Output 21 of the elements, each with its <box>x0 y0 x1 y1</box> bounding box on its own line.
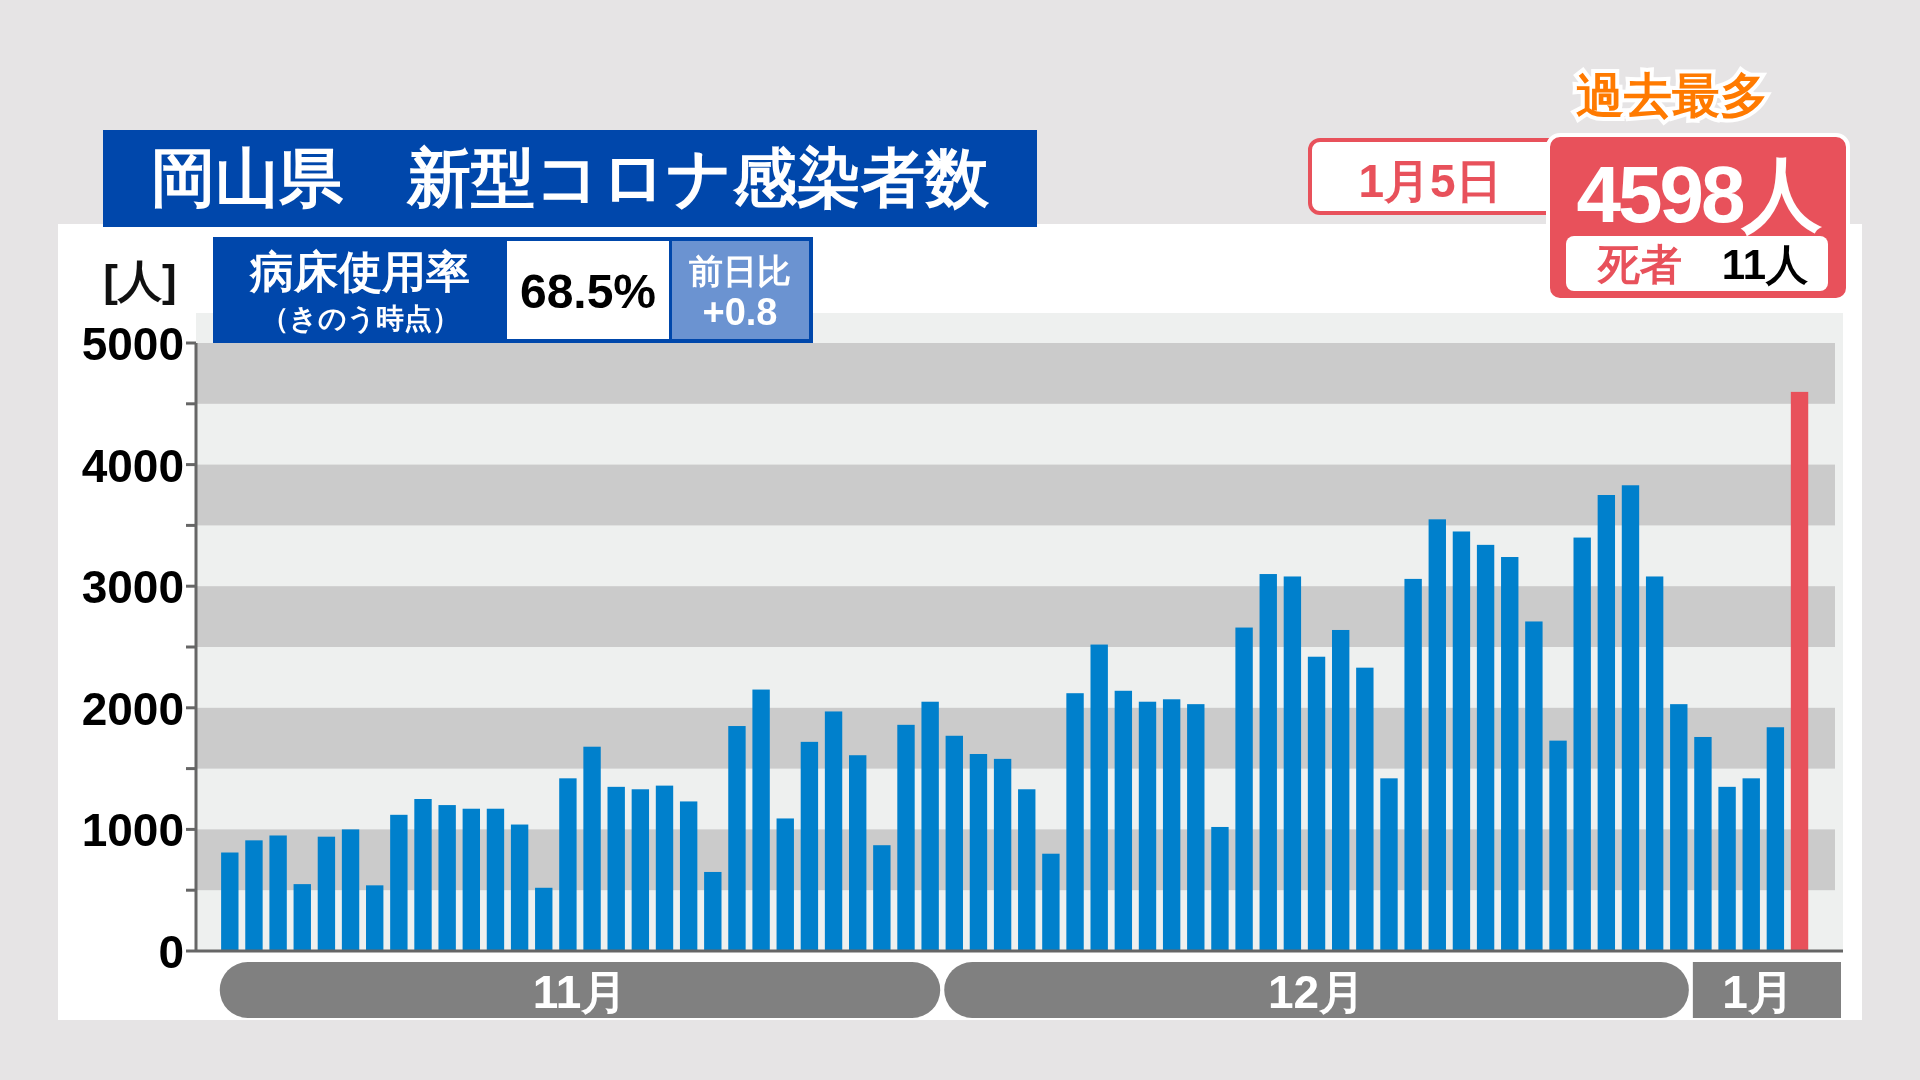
text: 4598人 <box>1576 150 1823 239</box>
y-tick-label: 1000 <box>81 804 184 857</box>
text: 過去最多 <box>1576 69 1768 122</box>
chart-title: 岡山県 新型コロナ感染者数 <box>151 142 990 214</box>
text: （きのう時点） <box>260 303 460 334</box>
text: 前日比 <box>689 252 791 290</box>
text: 12月 <box>1267 966 1366 1018</box>
y-tick-label: 3000 <box>81 561 184 614</box>
text: 68.5% <box>519 265 657 318</box>
text: 11人 <box>1721 241 1809 288</box>
y-tick-label: 5000 <box>81 318 184 370</box>
text: 11月 <box>532 966 628 1018</box>
text: 1月5日 <box>1358 155 1502 207</box>
text: 病床使用率 <box>249 247 470 296</box>
text: +0.8 <box>702 291 778 333</box>
text: 1月 <box>1722 966 1794 1018</box>
y-axis-title: [人] <box>103 256 177 305</box>
y-tick-label: 4000 <box>81 439 184 492</box>
y-tick-label: 2000 <box>81 682 184 735</box>
y-tick-label: 0 <box>158 926 184 978</box>
text: 死者 <box>1597 241 1682 288</box>
